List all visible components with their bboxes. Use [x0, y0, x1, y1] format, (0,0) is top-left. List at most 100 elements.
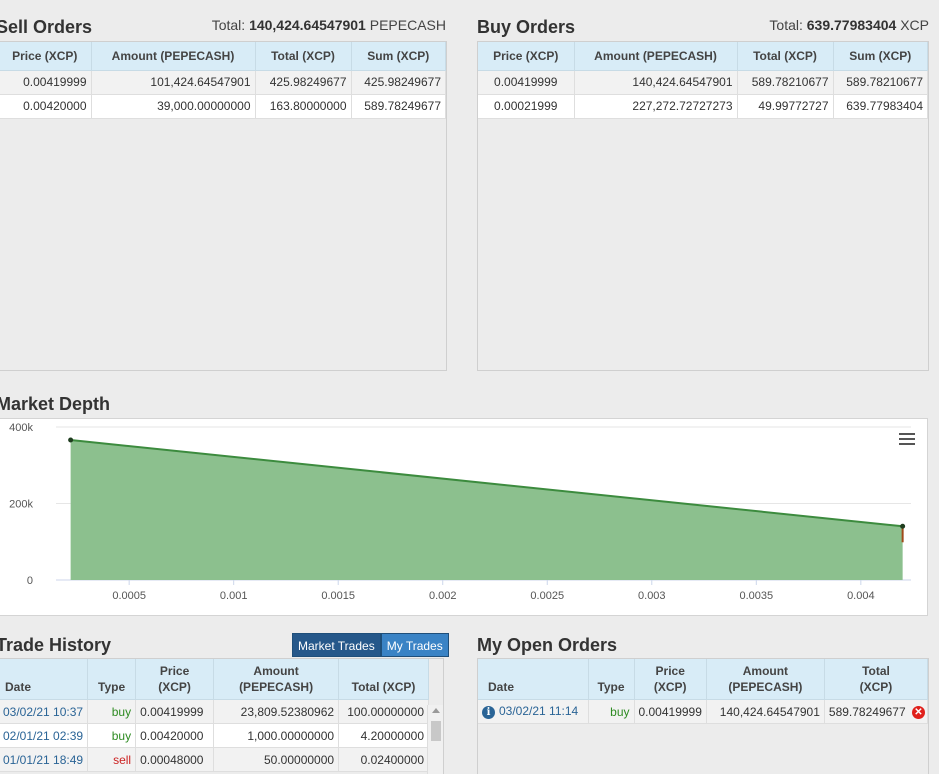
y-tick-label: 400k	[9, 422, 33, 434]
market-trades-button[interactable]: Market Trades	[292, 633, 381, 657]
trade-history-title: Trade History	[0, 635, 112, 655]
sell-amount: 101,424.64547901	[91, 70, 256, 95]
th-amount-line2: (PEPECASH)	[239, 680, 314, 694]
oo-total-line1: Total	[862, 664, 890, 678]
oo-col-price[interactable]: Price (XCP)	[634, 659, 707, 700]
th-col-amount[interactable]: Amount (PEPECASH)	[213, 659, 340, 700]
sell-orders-panel: Price (XCP) Amount (PEPECASH) Total (XCP…	[0, 41, 447, 371]
buy-col-total[interactable]: Total (XCP)	[737, 42, 834, 71]
oo-col-total[interactable]: Total (XCP)	[824, 659, 928, 700]
depth-line	[70, 439, 903, 528]
trade-price: 0.00419999	[135, 699, 215, 724]
hamburger-menu-icon[interactable]	[899, 433, 915, 445]
sell-total: 163.80000000	[255, 94, 352, 119]
trade-amount: 23,809.52380962	[213, 699, 340, 724]
trade-type: buy	[87, 723, 137, 748]
trade-total: 4.20000000	[338, 723, 429, 748]
sell-orders-table: Price (XCP) Amount (PEPECASH) Total (XCP…	[0, 42, 446, 119]
sell-price: 0.00420000	[0, 94, 92, 119]
x-tick-label: 0.0015	[321, 590, 355, 602]
trade-date-link[interactable]: 02/01/21 02:39	[3, 728, 84, 743]
buy-orders-panel: Price (XCP) Amount (PEPECASH) Total (XCP…	[477, 41, 929, 371]
th-price-line2: (XCP)	[158, 680, 191, 694]
th-col-type[interactable]: Type	[87, 659, 137, 700]
scroll-up-icon[interactable]	[432, 708, 440, 713]
table-row[interactable]: 03/02/21 10:37 buy 0.00419999 23,809.523…	[0, 699, 429, 724]
x-tick-label: 0.004	[847, 590, 875, 602]
sell-total: 425.98249677	[255, 70, 352, 95]
oo-total-value: 589.78249677	[828, 704, 906, 719]
x-tick-label: 0.0005	[112, 590, 146, 602]
sell-col-sum[interactable]: Sum (XCP)	[351, 42, 446, 71]
trade-date: 01/01/21 18:49	[0, 747, 89, 772]
buy-sum: 639.77983404	[833, 94, 928, 119]
sell-price: 0.00419999	[0, 70, 92, 95]
oo-col-date[interactable]: Date	[478, 659, 589, 700]
oo-amount-line1: Amount	[742, 664, 789, 678]
buy-total: 49.99772727	[737, 94, 834, 119]
buy-orders-title: Buy Orders	[477, 17, 576, 37]
my-trades-button[interactable]: My Trades	[380, 633, 449, 657]
trade-date-link[interactable]: 01/01/21 18:49	[3, 752, 84, 767]
table-row[interactable]: 02/01/21 02:39 buy 0.00420000 1,000.0000…	[0, 723, 429, 748]
buy-col-price[interactable]: Price (XCP)	[478, 42, 575, 71]
open-orders-panel: Date Type Price (XCP) Amount (PEPECASH) …	[477, 658, 929, 774]
y-tick-label: 0	[27, 575, 33, 587]
table-row[interactable]: 0.00419999 101,424.64547901 425.98249677…	[0, 70, 446, 95]
oo-price: 0.00419999	[634, 699, 707, 724]
buy-price: 0.00021999	[478, 94, 575, 119]
trade-date: 03/02/21 10:37	[0, 699, 89, 724]
table-row[interactable]: 0.00021999 227,272.72727273 49.99772727 …	[478, 94, 928, 119]
table-row[interactable]: i 03/02/21 11:14 buy 0.00419999 140,424.6…	[478, 699, 928, 724]
buy-total-value: 639.77983404	[806, 17, 897, 33]
sell-total-unit: PEPECASH	[369, 17, 446, 33]
oo-amount-line2: (PEPECASH)	[728, 680, 803, 694]
buy-col-sum[interactable]: Sum (XCP)	[833, 42, 928, 71]
sell-col-total[interactable]: Total (XCP)	[255, 42, 352, 71]
info-icon[interactable]: i	[482, 705, 495, 719]
th-col-date[interactable]: Date	[0, 659, 89, 700]
oo-col-type[interactable]: Type	[588, 659, 635, 700]
th-col-price[interactable]: Price (XCP)	[135, 659, 215, 700]
oo-type: buy	[588, 699, 635, 724]
oo-col-amount[interactable]: Amount (PEPECASH)	[706, 659, 825, 700]
sell-total-label: Total:	[211, 17, 246, 33]
table-row[interactable]: 0.00419999 140,424.64547901 589.78210677…	[478, 70, 928, 95]
market-depth-chart: 0 200k 400k 0.0005 0.001 0.0015 0.002 0.0025 0.0…	[0, 418, 928, 616]
cancel-order-icon[interactable]: ✕	[912, 705, 925, 719]
trade-total: 100.00000000	[338, 699, 429, 724]
open-orders-table: Date Type Price (XCP) Amount (PEPECASH) …	[478, 659, 928, 724]
trade-date-link[interactable]: 03/02/21 10:37	[3, 704, 84, 719]
depth-chart-svg: 0 200k 400k 0.0005 0.001 0.0015 0.002 0.0025 0.0…	[9, 422, 911, 602]
trade-history-scrollbar[interactable]	[427, 705, 443, 774]
table-row[interactable]: 0.00420000 39,000.00000000 163.80000000 …	[0, 94, 446, 119]
trade-type: sell	[87, 747, 137, 772]
sell-col-amount[interactable]: Amount (PEPECASH)	[91, 42, 256, 71]
scroll-thumb[interactable]	[431, 721, 441, 741]
buy-orders-table: Price (XCP) Amount (PEPECASH) Total (XCP…	[478, 42, 928, 119]
buy-col-amount[interactable]: Amount (PEPECASH)	[574, 42, 738, 71]
table-row[interactable]: 01/01/21 18:49 sell 0.00048000 50.000000…	[0, 747, 429, 772]
trade-date: 02/01/21 02:39	[0, 723, 89, 748]
trade-history-panel: Date Type Price (XCP) Amount (PEPECASH) …	[0, 658, 444, 774]
x-tick-label: 0.0025	[530, 590, 564, 602]
sell-sum: 589.78249677	[351, 94, 446, 119]
depth-area	[70, 440, 903, 580]
oo-price-line2: (XCP)	[653, 680, 687, 694]
x-tick-label: 0.001	[220, 590, 248, 602]
oo-price-line1: Price	[655, 664, 685, 678]
sell-amount: 39,000.00000000	[91, 94, 256, 119]
y-tick-label: 200k	[9, 499, 33, 511]
oo-total: 589.78249677 ✕	[824, 699, 928, 724]
depth-point	[900, 523, 906, 529]
sell-total-value: 140,424.64547901	[249, 17, 366, 33]
sell-col-price[interactable]: Price (XCP)	[0, 42, 92, 71]
th-col-total[interactable]: Total (XCP)	[338, 659, 429, 700]
trade-total: 0.02400000	[338, 747, 429, 772]
trade-type: buy	[87, 699, 137, 724]
oo-date: i 03/02/21 11:14	[478, 699, 589, 724]
buy-amount: 140,424.64547901	[574, 70, 738, 95]
oo-date-link[interactable]: 03/02/21 11:14	[499, 704, 579, 719]
buy-total: 589.78210677	[737, 70, 834, 95]
trade-price: 0.00420000	[135, 723, 215, 748]
